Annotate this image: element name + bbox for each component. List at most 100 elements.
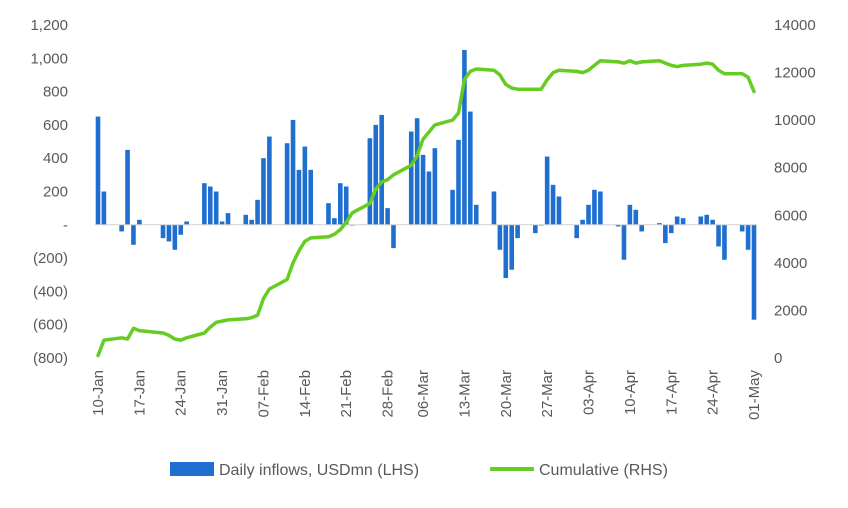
bar — [373, 124, 379, 225]
bar — [160, 224, 166, 239]
bar — [745, 224, 751, 250]
right-tick-label: 12000 — [774, 65, 816, 82]
bar — [698, 216, 704, 225]
bar — [379, 114, 384, 225]
right-tick-label: 2000 — [774, 302, 807, 319]
bar — [432, 148, 438, 225]
bar — [710, 219, 715, 225]
x-tick-label: 10-Apr — [622, 370, 639, 415]
bar — [414, 118, 420, 225]
bar — [385, 208, 390, 225]
legend-label-bars: Daily inflows, USDmn (LHS) — [219, 462, 419, 479]
bar — [668, 224, 674, 234]
bar — [509, 224, 514, 270]
bar — [739, 224, 745, 232]
bar — [716, 224, 721, 247]
bar — [338, 183, 343, 225]
bar — [544, 156, 550, 225]
left-tick-label: (800) — [33, 350, 68, 367]
bar — [225, 213, 231, 225]
bar — [367, 138, 373, 225]
bar — [497, 224, 503, 250]
bar — [101, 191, 107, 225]
bar — [468, 111, 473, 225]
x-tick-label: 31-Jan — [214, 370, 231, 416]
bar — [426, 171, 432, 225]
bar — [302, 146, 308, 225]
left-tick-label: - — [63, 217, 68, 234]
bar — [261, 158, 266, 225]
bar — [178, 224, 184, 235]
x-tick-label: 21-Feb — [338, 370, 355, 418]
bar — [166, 224, 172, 242]
x-tick-label: 07-Feb — [255, 370, 272, 418]
legend-label-line: Cumulative (RHS) — [539, 462, 668, 479]
bar — [627, 204, 633, 225]
bar — [450, 189, 455, 225]
bar — [462, 49, 467, 225]
bar — [408, 131, 414, 225]
bar — [284, 143, 290, 225]
bar — [592, 189, 597, 225]
x-tick-label: 17-Jan — [131, 370, 148, 416]
x-tick-label: 20-Mar — [498, 370, 515, 418]
right-tick-label: 0 — [774, 350, 782, 367]
left-tick-label: 200 — [43, 184, 68, 201]
bar — [184, 221, 189, 225]
bar — [391, 224, 396, 249]
x-tick-label: 06-Mar — [415, 370, 432, 418]
bar — [343, 186, 349, 225]
right-tick-label: 6000 — [774, 207, 807, 224]
bar — [172, 224, 178, 250]
bar — [550, 184, 556, 225]
bar — [598, 191, 603, 225]
left-tick-label: 600 — [43, 117, 68, 134]
bar — [556, 196, 562, 225]
right-axis: 0 2000 4000 6000 8000 10000 12000 14000 — [774, 17, 816, 367]
bar — [420, 154, 426, 225]
bar — [119, 224, 124, 232]
left-tick-label: 1,000 — [30, 50, 68, 67]
x-tick-label: 27-Mar — [539, 370, 556, 418]
bar — [580, 219, 585, 225]
bars-layer — [95, 49, 757, 320]
bar — [633, 209, 639, 225]
x-tick-label: 14-Feb — [297, 370, 314, 418]
line-layer — [96, 58, 756, 358]
bar — [131, 224, 136, 245]
bar — [249, 219, 254, 225]
bar — [219, 221, 225, 225]
bar — [574, 224, 580, 239]
right-tick-label: 14000 — [774, 17, 816, 34]
left-tick-label: 800 — [43, 84, 68, 101]
bar — [704, 214, 710, 225]
bar — [456, 139, 461, 225]
right-tick-label: 4000 — [774, 255, 807, 272]
bar — [657, 223, 662, 225]
bar — [473, 204, 479, 225]
cumulative-line — [96, 58, 756, 358]
bar — [615, 224, 621, 227]
x-tick-label: 10-Jan — [90, 370, 107, 416]
legend: Daily inflows, USDmn (LHS) Cumulative (R… — [170, 462, 668, 479]
bar — [586, 204, 591, 225]
bar — [663, 224, 668, 244]
legend-swatch-bars — [170, 462, 214, 476]
bar — [290, 119, 296, 225]
bar — [332, 218, 337, 225]
left-axis: (800) (600) (400) (200) - 200 400 600 800 1,000 1,… — [30, 17, 68, 367]
bar — [491, 191, 497, 225]
bar — [202, 183, 207, 225]
bar — [674, 216, 680, 225]
bar — [515, 224, 520, 239]
x-tick-label: 24-Jan — [173, 370, 190, 416]
left-tick-label: 400 — [43, 150, 68, 167]
bar — [503, 224, 509, 279]
bar — [722, 224, 727, 260]
bar — [639, 224, 645, 232]
bar — [137, 219, 142, 225]
x-tick-label: 13-Mar — [456, 370, 473, 418]
x-axis: 10-Jan 17-Jan 24-Jan 31-Jan 07-Feb 14-Feb 21-F… — [90, 370, 763, 421]
bar — [255, 199, 260, 225]
